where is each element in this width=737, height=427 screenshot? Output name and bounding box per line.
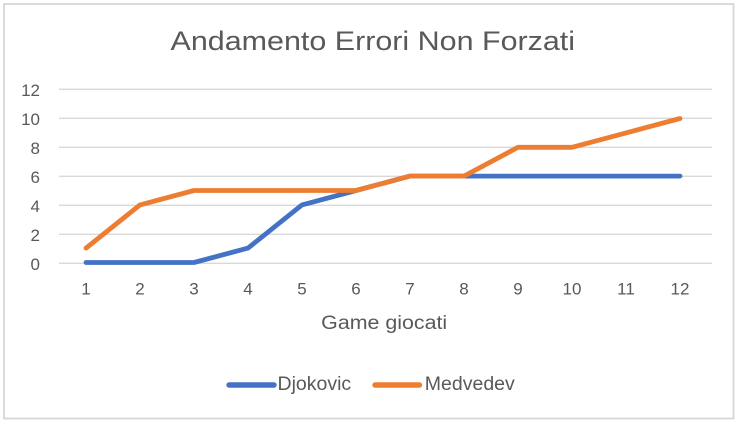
svg-text:11: 11 <box>617 279 635 298</box>
svg-text:2: 2 <box>31 226 40 245</box>
svg-text:8: 8 <box>459 279 468 298</box>
svg-text:4: 4 <box>243 279 252 298</box>
svg-text:10: 10 <box>21 110 40 129</box>
svg-text:5: 5 <box>297 279 306 298</box>
svg-text:0: 0 <box>31 255 40 274</box>
svg-text:7: 7 <box>405 279 414 298</box>
svg-text:6: 6 <box>351 279 360 298</box>
svg-text:Djokovic: Djokovic <box>278 373 352 395</box>
svg-text:Game giocati: Game giocati <box>321 313 447 334</box>
svg-text:12: 12 <box>671 279 690 298</box>
svg-text:2: 2 <box>135 279 144 298</box>
svg-text:9: 9 <box>513 279 522 298</box>
svg-text:8: 8 <box>31 139 40 158</box>
svg-text:12: 12 <box>21 81 40 100</box>
svg-text:Andamento Errori Non Forzati: Andamento Errori Non Forzati <box>171 26 576 56</box>
svg-text:4: 4 <box>31 197 40 216</box>
svg-text:Medvedev: Medvedev <box>425 373 515 395</box>
svg-text:10: 10 <box>563 279 582 298</box>
svg-text:1: 1 <box>81 279 90 298</box>
svg-text:3: 3 <box>189 279 198 298</box>
svg-text:6: 6 <box>31 168 40 187</box>
